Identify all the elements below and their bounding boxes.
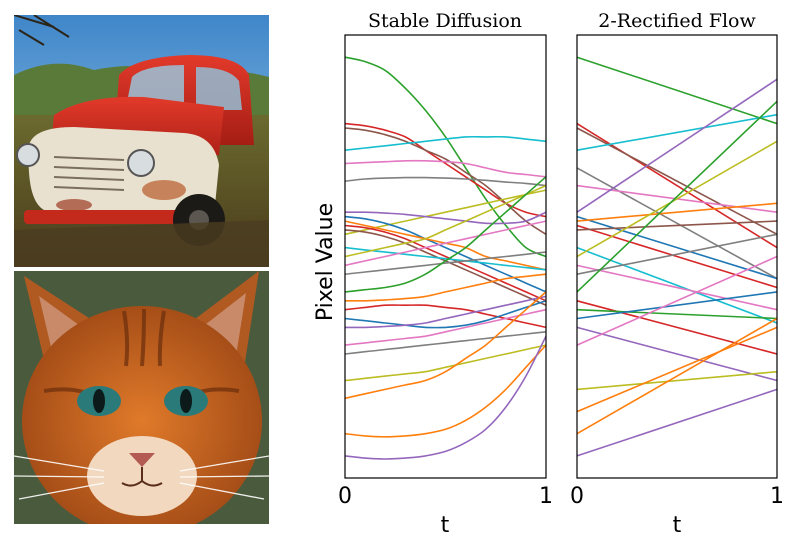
x-tick-label: 0 <box>338 484 352 509</box>
series-line-10 <box>576 220 778 231</box>
series-line-26 <box>344 335 547 460</box>
series-line-22 <box>576 326 778 413</box>
series-line-11 <box>344 229 547 306</box>
plot-frame <box>576 34 778 479</box>
series-line-15 <box>576 100 778 293</box>
series-line-25 <box>344 344 547 438</box>
series-line-9 <box>576 224 778 289</box>
series-line-3 <box>576 113 778 151</box>
series-line-16 <box>576 300 778 355</box>
series-line-15 <box>344 251 547 275</box>
x-axis-label: t <box>673 513 682 538</box>
x-tick-label: 1 <box>539 484 553 509</box>
series-line-12 <box>344 246 547 271</box>
series-line-12 <box>576 140 778 258</box>
series-line-21 <box>576 370 778 391</box>
series-line-23 <box>576 317 778 435</box>
series-line-23 <box>344 344 547 382</box>
series-line-0 <box>576 56 778 125</box>
truck-photo <box>14 15 269 267</box>
series-line-0 <box>344 56 547 258</box>
x-tick-label: 0 <box>570 484 584 509</box>
series-line-2 <box>576 127 778 236</box>
series-line-4 <box>576 167 778 280</box>
series-line-14 <box>576 233 778 275</box>
series-line-10 <box>344 224 547 302</box>
series-line-13 <box>576 264 778 311</box>
series-line-20 <box>344 295 547 329</box>
series-line-17 <box>576 308 778 320</box>
series-line-3 <box>344 135 547 151</box>
series-line-19 <box>576 326 778 382</box>
series-line-16 <box>344 176 547 293</box>
cat-photo <box>14 271 269 524</box>
series-layer <box>344 56 547 460</box>
series-line-18 <box>576 291 778 320</box>
series-line-6 <box>576 78 778 213</box>
series-line-2 <box>344 127 547 235</box>
chart-stable-diffusion: Stable Diffusion 0 1 t <box>338 10 553 538</box>
series-line-8 <box>576 202 778 222</box>
series-line-18 <box>344 304 547 329</box>
y-axis-label: Pixel Value <box>313 203 338 321</box>
chart-title: Stable Diffusion <box>368 10 522 32</box>
series-line-8 <box>344 215 547 293</box>
x-axis-label: t <box>441 513 450 538</box>
series-line-19 <box>344 300 547 329</box>
chart-title: 2-Rectified Flow <box>598 10 756 32</box>
x-tick-label: 1 <box>770 484 784 509</box>
series-line-6 <box>344 189 547 236</box>
series-line-4 <box>344 159 547 178</box>
series-line-13 <box>344 184 547 258</box>
series-line-14 <box>344 220 547 267</box>
truck-picture <box>14 15 269 267</box>
series-line-5 <box>344 176 547 187</box>
series-line-21 <box>344 308 547 346</box>
series-line-24 <box>576 388 778 457</box>
series-line-7 <box>576 215 778 280</box>
series-layer <box>576 56 778 457</box>
plot-frame <box>344 34 547 479</box>
cat-picture <box>14 271 269 524</box>
series-line-17 <box>344 273 547 302</box>
series-line-7 <box>344 211 547 225</box>
series-line-20 <box>576 255 778 346</box>
series-line-22 <box>344 331 547 355</box>
series-line-24 <box>344 291 547 400</box>
chart-2-rectified-flow: 2-Rectified Flow 0 1 t <box>570 10 784 538</box>
